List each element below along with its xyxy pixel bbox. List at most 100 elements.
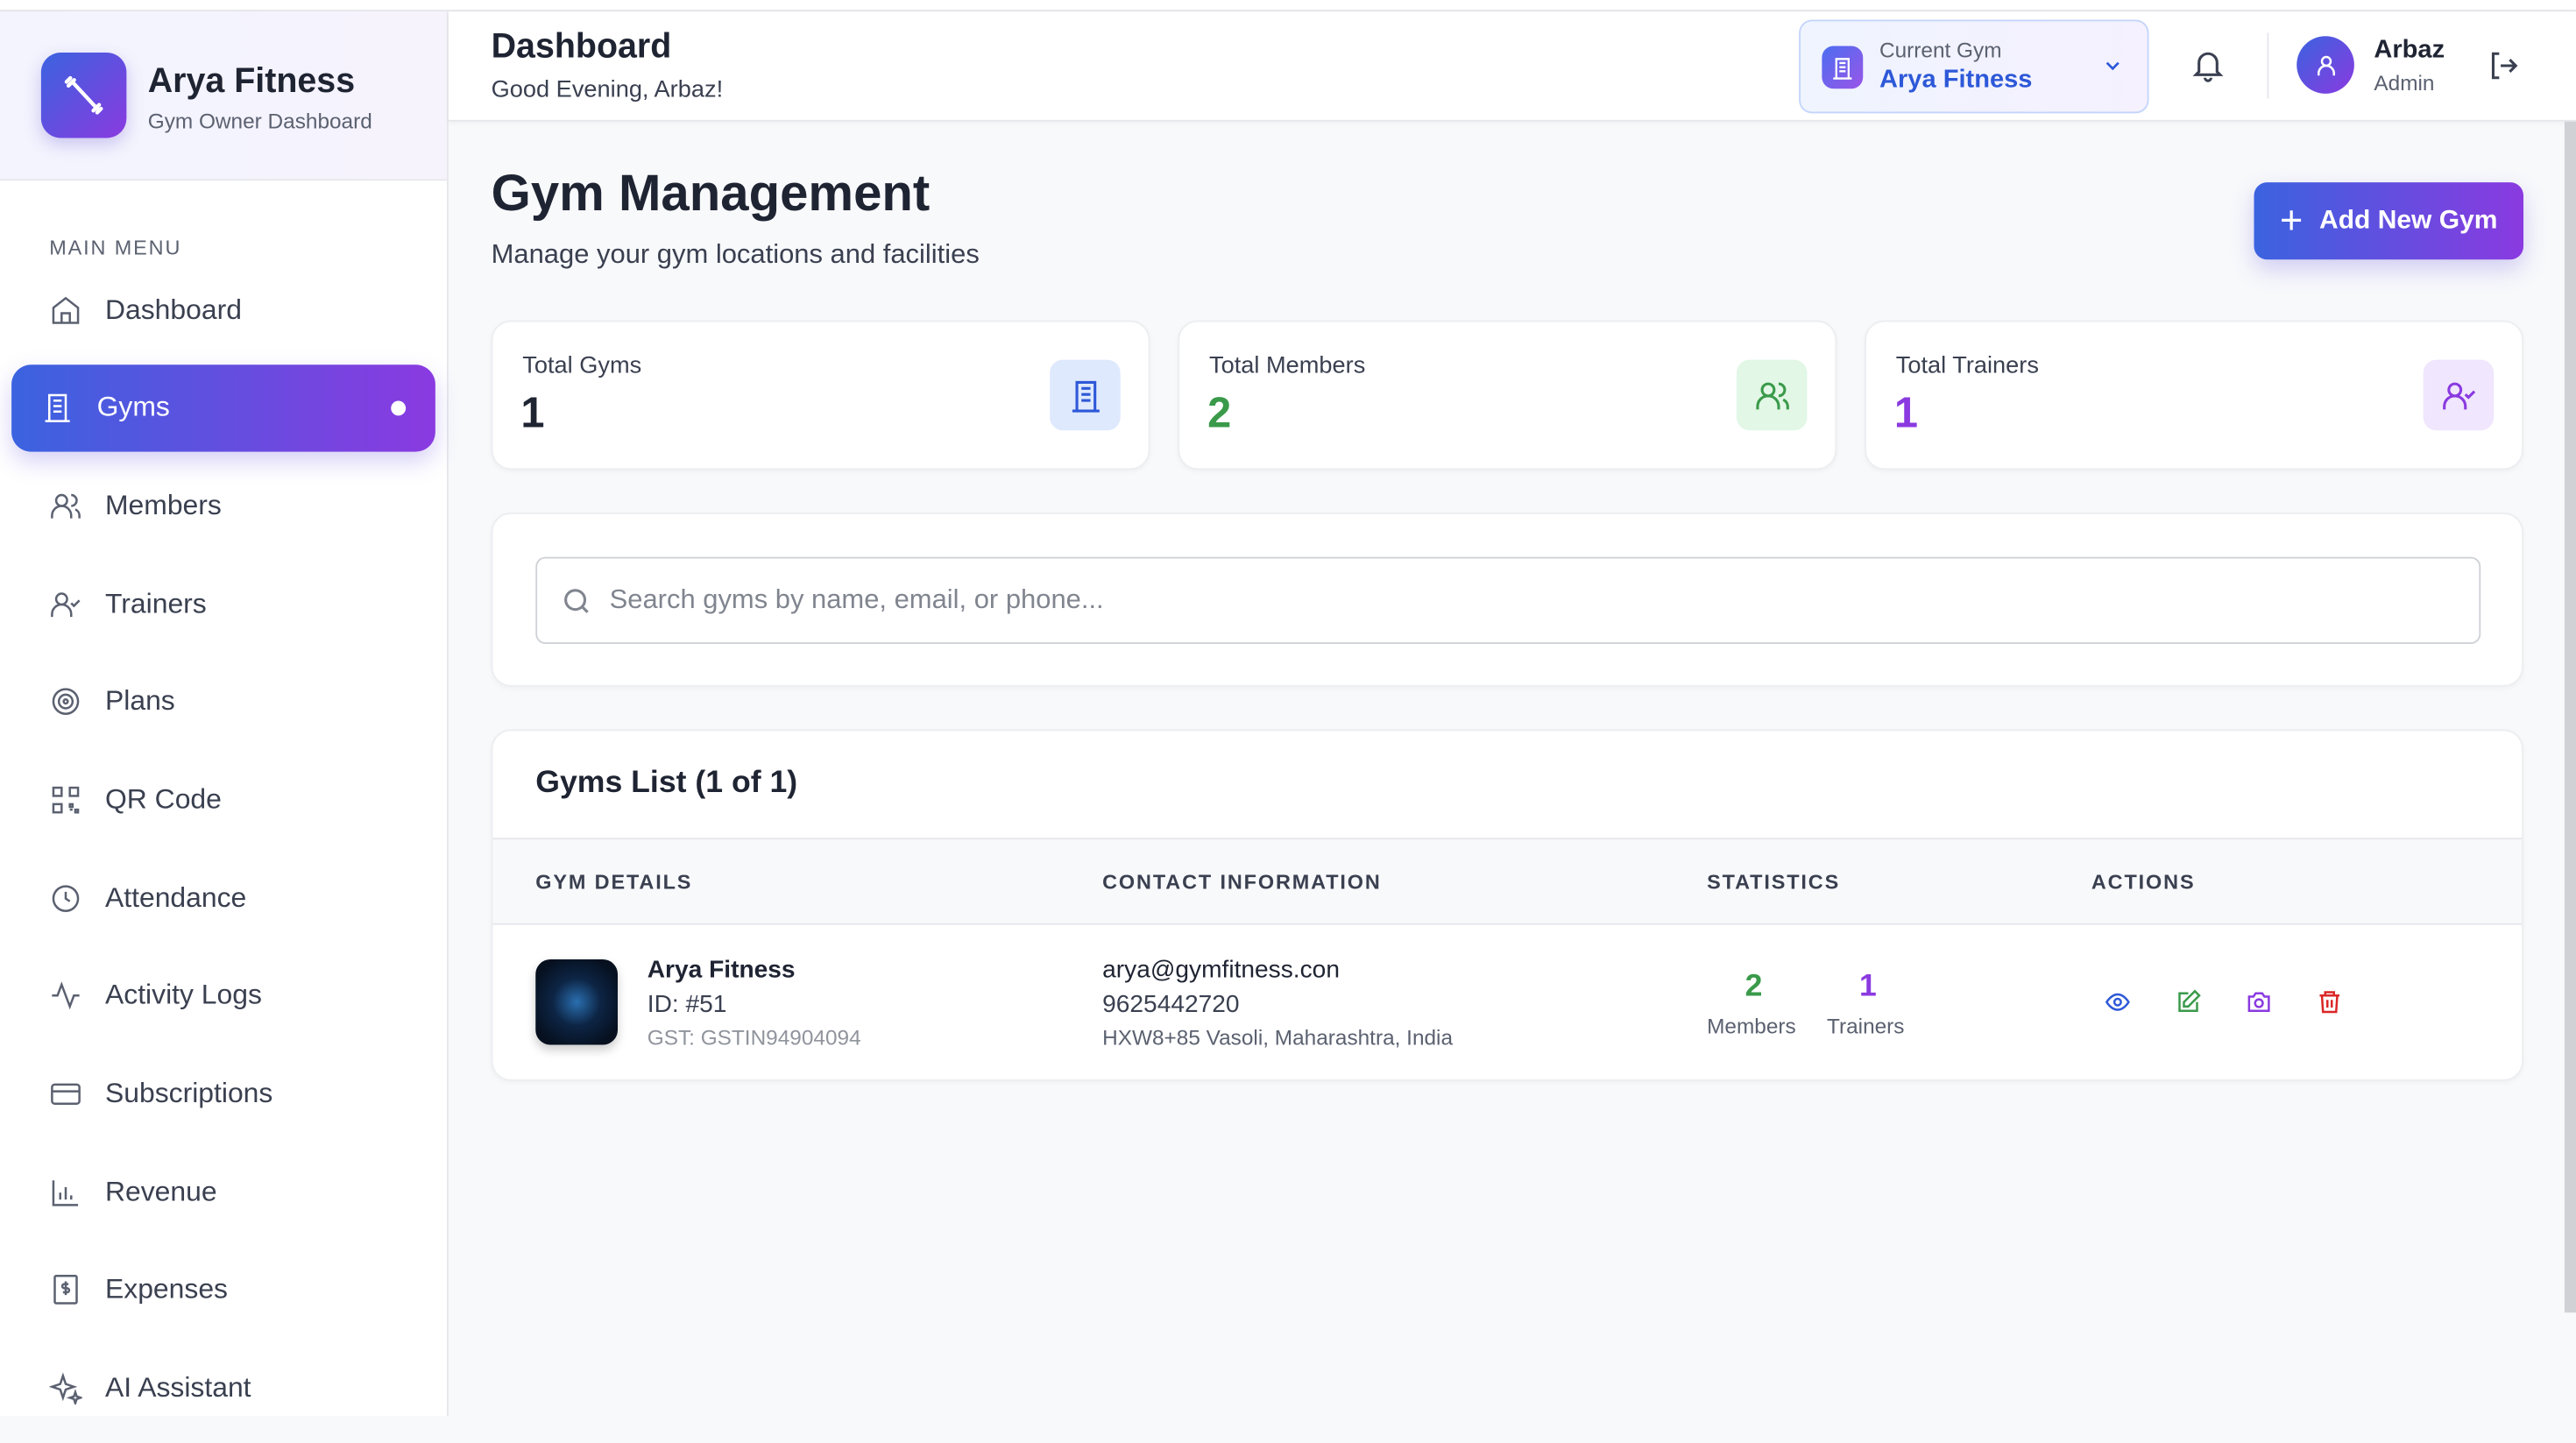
header-title: Dashboard (491, 27, 672, 66)
scrollbar[interactable] (2564, 121, 2576, 1313)
table-header: GYM DETAILS CONTACT INFORMATION STATISTI… (492, 838, 2523, 925)
stat-label: Total Gyms (522, 353, 642, 380)
credit-card-icon (51, 1083, 81, 1105)
column-header: GYM DETAILS (535, 870, 693, 894)
stat-label: Total Trainers (1895, 353, 2039, 380)
row-actions (2105, 989, 2343, 1015)
user-check-icon (2423, 359, 2495, 431)
stat-card-total-trainers: Total Trainers 1 (1865, 320, 2523, 470)
column-header: STATISTICS (1707, 870, 1841, 894)
sidebar-item-ai-assistant[interactable]: AI Assistant (11, 1345, 435, 1432)
trainers-label: Trainers (1827, 1013, 1905, 1038)
menu-section-title: MAIN MENU (49, 237, 182, 260)
activity-icon (52, 981, 80, 1010)
list-title: Gyms List (1 of 1) (535, 765, 798, 801)
sidebar-item-expenses[interactable]: Expenses (11, 1247, 435, 1333)
sidebar: Arya Fitness Gym Owner Dashboard MAIN ME… (0, 11, 449, 1417)
gym-name: Arya Fitness (647, 956, 796, 985)
column-header: CONTACT INFORMATION (1102, 870, 1382, 894)
sidebar-item-activity-logs[interactable]: Activity Logs (11, 952, 435, 1039)
current-gym-selector[interactable]: Current Gym Arya Fitness (1799, 19, 2149, 114)
sidebar-item-label: Activity Logs (105, 980, 262, 1011)
header-greeting: Good Evening, Arbaz! (491, 77, 724, 104)
sidebar-item-label: QR Code (105, 783, 222, 815)
clock-icon (52, 884, 80, 912)
sidebar-item-qr-code[interactable]: QR Code (11, 756, 435, 843)
gym-address: HXW8+85 Vasoli, Maharashtra, India (1102, 1025, 1454, 1050)
members-count: 2 (1744, 969, 1763, 1004)
sidebar-item-plans[interactable]: Plans (11, 658, 435, 745)
user-role: Admin (2374, 70, 2435, 95)
gym-thumbnail (535, 959, 618, 1045)
sidebar-item-label: AI Assistant (105, 1371, 251, 1404)
current-gym-name: Arya Fitness (1879, 66, 2033, 94)
sidebar-item-label: Subscriptions (105, 1078, 273, 1109)
gym-phone: 9625442720 (1102, 990, 1240, 1019)
window-top-edge (0, 0, 2576, 12)
sidebar-item-label: Gyms (96, 391, 170, 423)
users-icon (1736, 359, 1808, 431)
sidebar-item-label: Members (105, 489, 222, 521)
sidebar-item-gyms[interactable]: Gyms (11, 364, 435, 452)
gym-email: arya@gymfitness.con (1102, 956, 1340, 985)
page-title: Gym Management (491, 164, 931, 223)
user-check-icon (51, 591, 81, 617)
sidebar-item-label: Dashboard (105, 293, 242, 325)
target-icon (52, 688, 80, 716)
building-icon (45, 394, 70, 423)
edit-icon[interactable] (2176, 989, 2202, 1015)
table-row: Arya Fitness ID: #51 GST: GSTIN94904094 … (493, 923, 2523, 1079)
sparkles-icon (49, 1372, 82, 1405)
sidebar-item-label: Trainers (105, 587, 207, 619)
search-box (535, 556, 2481, 644)
plus-icon: + (2280, 197, 2304, 243)
stat-value: 1 (1893, 387, 1919, 437)
brand-name: Arya Fitness (147, 62, 356, 101)
sidebar-item-members[interactable]: Members (11, 463, 435, 549)
sidebar-item-label: Plans (105, 685, 175, 717)
trainers-count: 1 (1858, 969, 1877, 1004)
search-input[interactable] (605, 558, 2453, 643)
search-icon (564, 589, 589, 613)
sidebar-item-dashboard[interactable]: Dashboard (11, 266, 435, 353)
active-indicator (391, 400, 407, 415)
sidebar-item-label: Expenses (105, 1273, 229, 1305)
chevron-down-icon (2105, 61, 2120, 71)
column-header: ACTIONS (2091, 870, 2196, 894)
bar-chart-icon (52, 1179, 79, 1206)
user-name: Arbaz (2374, 36, 2445, 65)
sidebar-item-label: Revenue (105, 1175, 217, 1207)
page-subtitle: Manage your gym locations and facilities (491, 239, 980, 270)
sidebar-item-attendance[interactable]: Attendance (11, 854, 435, 941)
search-card (491, 513, 2523, 687)
sidebar-nav: Dashboard Gyms Members Trainers Plans QR… (0, 266, 447, 1443)
sidebar-item-revenue[interactable]: Revenue (11, 1149, 435, 1235)
sidebar-item-trainers[interactable]: Trainers (11, 560, 435, 647)
eye-icon[interactable] (2105, 989, 2131, 1015)
stat-label: Total Members (1209, 353, 1366, 380)
trash-icon[interactable] (2317, 989, 2343, 1015)
dumbbell-icon (40, 53, 127, 138)
top-header: Dashboard Good Evening, Arbaz! Current G… (448, 11, 2576, 122)
current-gym-label: Current Gym (1879, 38, 2002, 63)
user-icon (2317, 54, 2335, 75)
header-divider (2267, 32, 2269, 99)
stat-value: 2 (1207, 387, 1232, 437)
stat-card-total-gyms: Total Gyms 1 (491, 320, 1150, 470)
add-new-gym-label: Add New Gym (2319, 206, 2498, 235)
building-icon (1822, 46, 1864, 89)
brand-header: Arya Fitness Gym Owner Dashboard (0, 11, 447, 181)
gym-id: ID: #51 (647, 990, 727, 1019)
stat-card-total-members: Total Members 2 (1178, 320, 1837, 470)
camera-icon[interactable] (2246, 989, 2272, 1015)
add-new-gym-button[interactable]: + Add New Gym (2254, 182, 2523, 260)
sidebar-item-subscriptions[interactable]: Subscriptions (11, 1050, 435, 1137)
avatar[interactable] (2296, 36, 2354, 94)
receipt-icon (53, 1275, 78, 1305)
logout-icon[interactable] (2486, 47, 2522, 83)
users-icon (51, 493, 81, 519)
brand-subtitle: Gym Owner Dashboard (147, 108, 372, 133)
building-icon (1050, 359, 1121, 431)
bell-icon[interactable] (2190, 47, 2226, 83)
gym-gst: GST: GSTIN94904094 (647, 1025, 861, 1050)
